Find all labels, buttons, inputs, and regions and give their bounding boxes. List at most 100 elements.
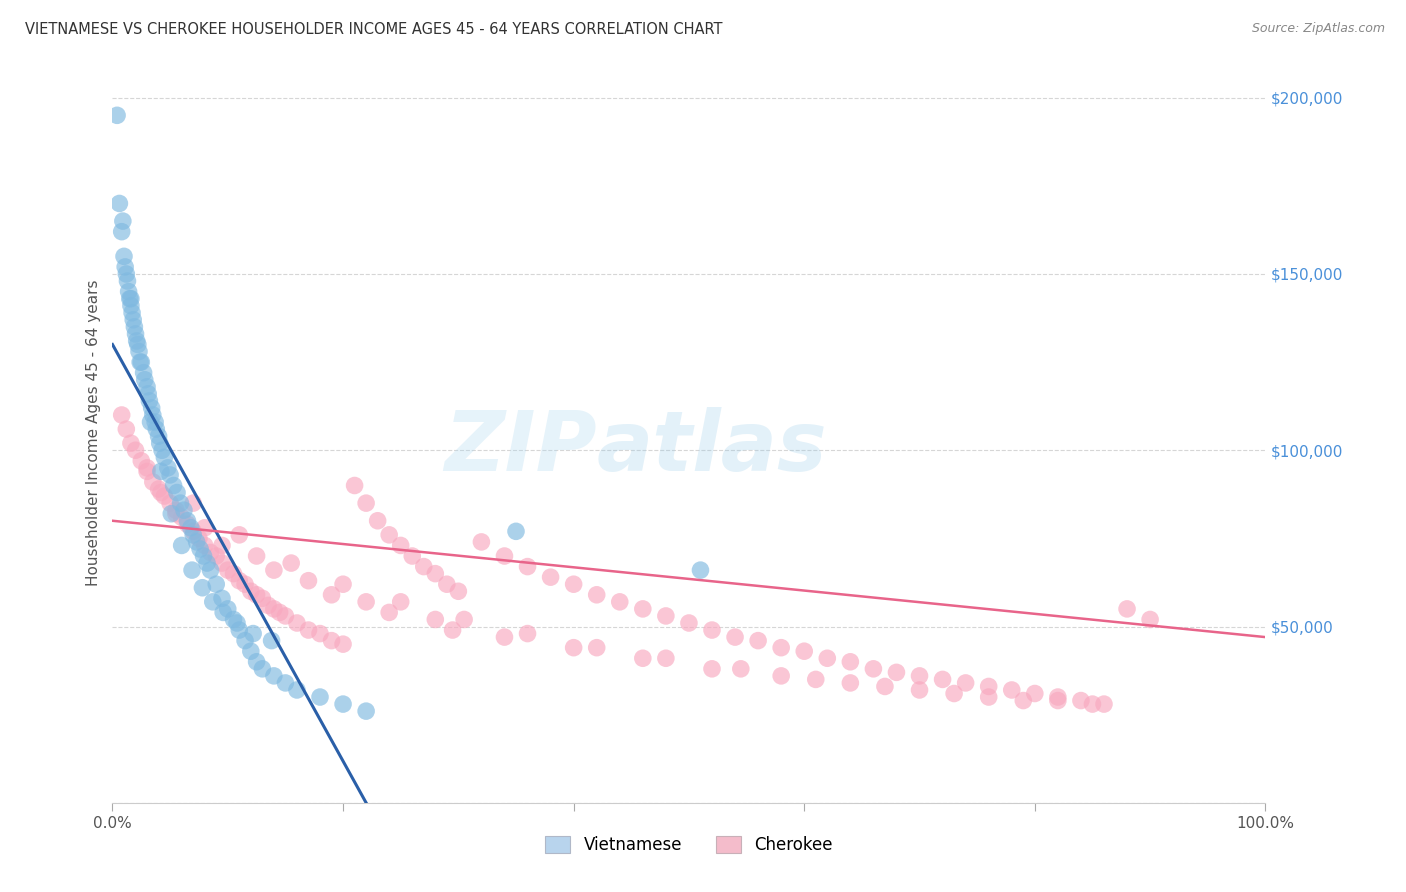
Point [217, 563, 239, 577]
Point [136, 461, 159, 475]
Point [124, 443, 146, 458]
Point [191, 581, 214, 595]
Point [145, 422, 167, 436]
Point [181, 563, 204, 577]
Point [149, 436, 172, 450]
Point [153, 450, 176, 465]
Point [105, 108, 128, 122]
Point [263, 563, 285, 577]
Point [246, 588, 269, 602]
Point [378, 606, 401, 620]
Point [169, 496, 191, 510]
Text: VIETNAMESE VS CHEROKEE HOUSEHOLDER INCOME AGES 45 - 64 YEARS CORRELATION CHART: VIETNAMESE VS CHEROKEE HOUSEHOLDER INCOM… [25, 22, 723, 37]
Point [181, 528, 204, 542]
Point [343, 478, 366, 492]
Point [108, 196, 131, 211]
Point [252, 591, 274, 606]
Point [246, 655, 269, 669]
Point [724, 630, 747, 644]
Point [494, 630, 516, 644]
Point [115, 267, 138, 281]
Point [401, 549, 423, 563]
Point [1116, 602, 1139, 616]
Point [128, 344, 150, 359]
Point [142, 475, 165, 489]
Point [211, 591, 233, 606]
Point [124, 326, 146, 341]
Point [176, 517, 198, 532]
Point [1012, 693, 1035, 707]
Point [228, 528, 250, 542]
Point [257, 599, 280, 613]
Point [188, 532, 211, 546]
Point [121, 306, 143, 320]
Point [730, 662, 752, 676]
Point [378, 528, 401, 542]
Point [1024, 686, 1046, 700]
Point [263, 602, 285, 616]
Point [389, 595, 412, 609]
Point [943, 686, 966, 700]
Point [389, 538, 412, 552]
Point [447, 584, 470, 599]
Point [908, 669, 931, 683]
Point [228, 574, 250, 588]
Point [977, 690, 1000, 704]
Point [1081, 697, 1104, 711]
Point [494, 549, 516, 563]
Point [886, 665, 908, 680]
Point [246, 549, 269, 563]
Point [412, 559, 434, 574]
Point [260, 633, 283, 648]
Point [127, 337, 149, 351]
Point [441, 623, 464, 637]
Point [1046, 693, 1069, 707]
Point [770, 640, 793, 655]
Point [297, 574, 319, 588]
Point [111, 214, 134, 228]
Point [655, 609, 678, 624]
Point [122, 313, 145, 327]
Point [156, 461, 179, 475]
Point [129, 454, 153, 468]
Legend: Vietnamese, Cherokee: Vietnamese, Cherokee [538, 830, 839, 861]
Point [1070, 693, 1092, 707]
Point [655, 651, 678, 665]
Point [321, 588, 343, 602]
Point [134, 373, 156, 387]
Point [367, 514, 389, 528]
Text: Source: ZipAtlas.com: Source: ZipAtlas.com [1251, 22, 1385, 36]
Point [159, 496, 181, 510]
Point [1001, 683, 1024, 698]
Point [205, 549, 228, 563]
Point [280, 556, 302, 570]
Point [332, 697, 354, 711]
Point [211, 556, 233, 570]
Point [176, 514, 198, 528]
Point [181, 524, 204, 539]
Point [631, 602, 654, 616]
Point [181, 496, 204, 510]
Point [160, 507, 183, 521]
Point [631, 651, 654, 665]
Point [186, 535, 208, 549]
Point [159, 467, 181, 482]
Point [839, 676, 862, 690]
Point [118, 292, 141, 306]
Point [139, 415, 162, 429]
Point [747, 633, 769, 648]
Point [136, 464, 159, 478]
Point [425, 612, 447, 626]
Point [165, 503, 187, 517]
Point [111, 408, 134, 422]
Point [138, 393, 160, 408]
Point [585, 640, 607, 655]
Point [269, 606, 291, 620]
Point [309, 690, 332, 704]
Point [226, 615, 249, 630]
Point [516, 626, 538, 640]
Point [222, 612, 245, 626]
Point [562, 640, 585, 655]
Point [150, 443, 173, 458]
Point [804, 673, 827, 687]
